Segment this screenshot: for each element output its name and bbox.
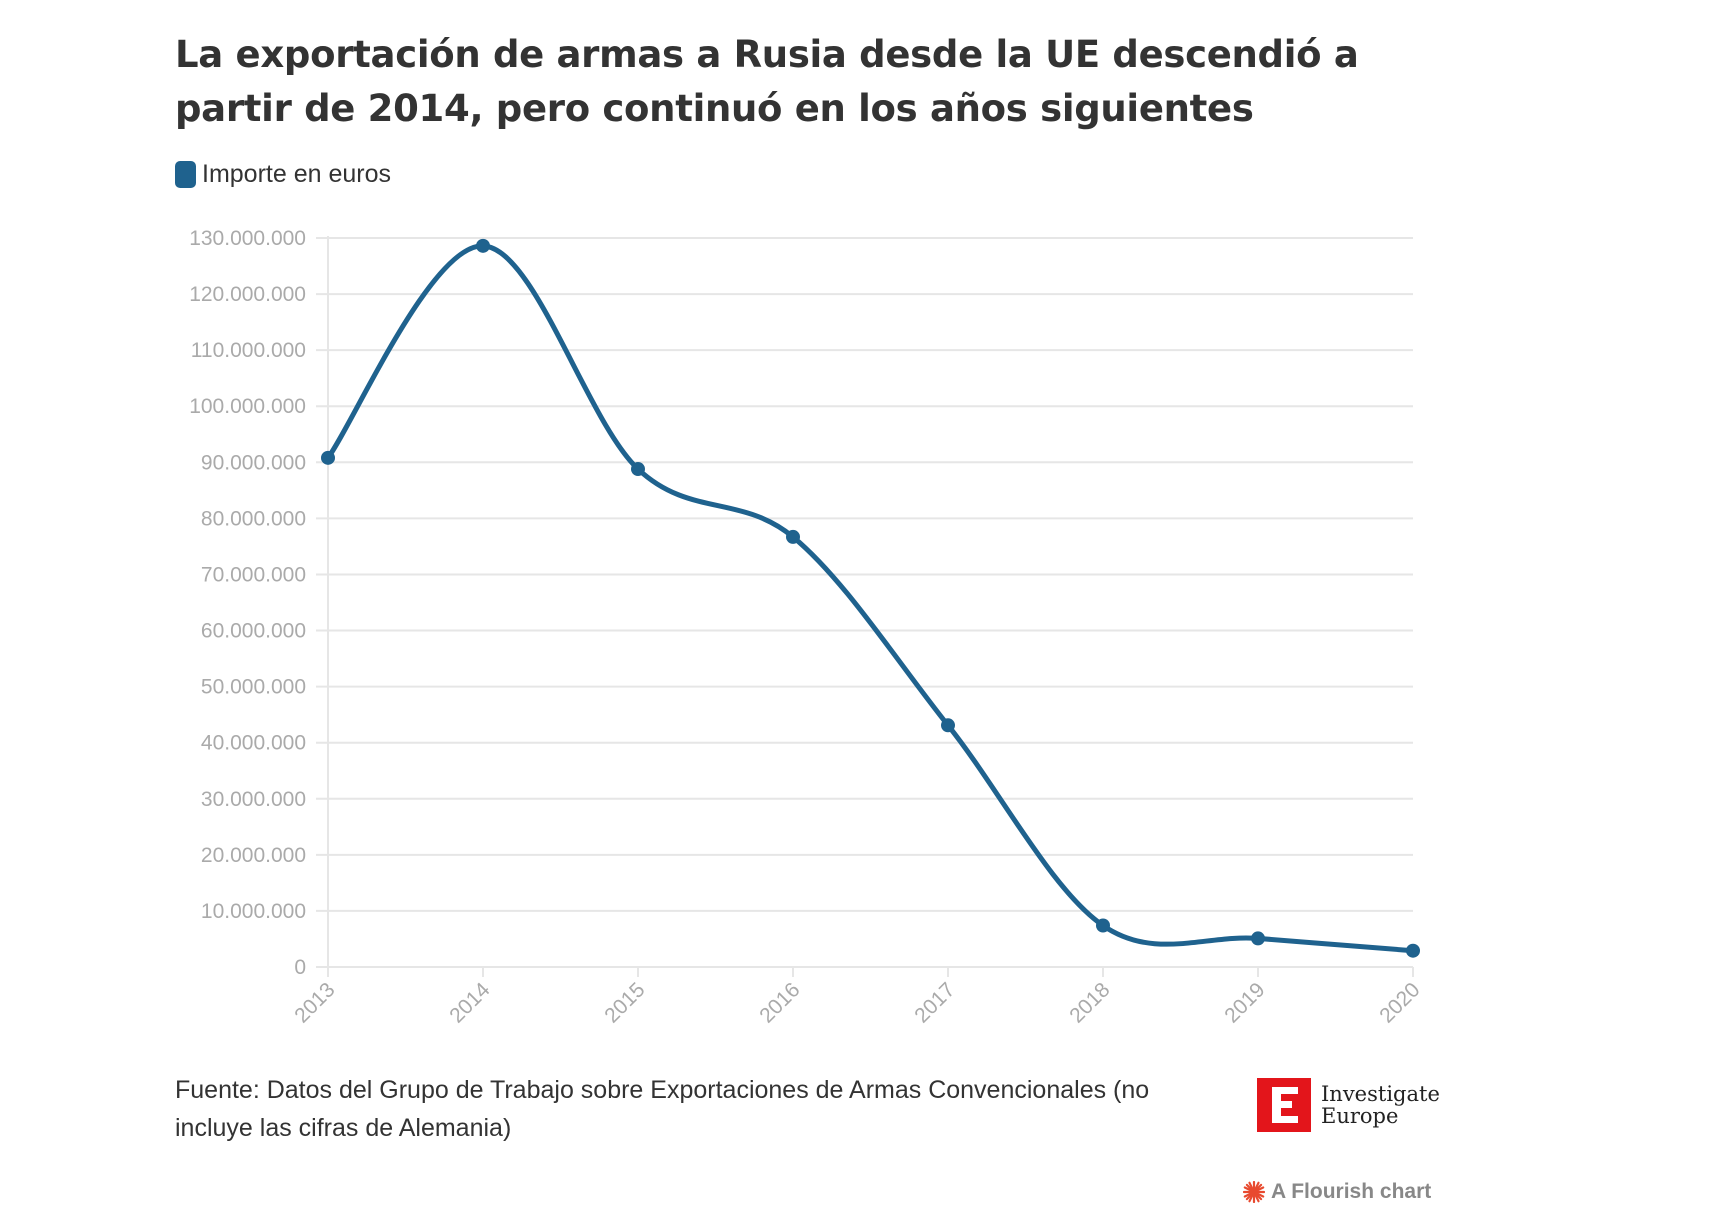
x-tick-label: 2019 bbox=[1220, 978, 1269, 1027]
y-tick-label: 60.000.000 bbox=[201, 620, 306, 643]
y-axis-tick-labels: 0 10.000.000 20.000.000 30.000.000 40.000.00… bbox=[189, 227, 306, 979]
data-point[interactable] bbox=[786, 529, 800, 544]
x-tick-label: 2017 bbox=[910, 978, 959, 1027]
x-tick-label: 2013 bbox=[290, 978, 339, 1027]
flourish-burst-icon bbox=[1243, 1181, 1265, 1203]
investigate-europe-logo[interactable]: Investigate Europe bbox=[1257, 1078, 1440, 1132]
y-tick-label: 110.000.000 bbox=[191, 339, 306, 362]
y-tick-label: 130.000.000 bbox=[189, 227, 306, 250]
logo-e-icon bbox=[1257, 1078, 1311, 1132]
y-tick-label: 100.000.000 bbox=[189, 395, 306, 418]
logo-text-line2: Europe bbox=[1321, 1104, 1399, 1128]
y-tick-label: 50.000.000 bbox=[201, 676, 306, 699]
data-point[interactable] bbox=[476, 238, 490, 253]
y-tick-label: 70.000.000 bbox=[201, 563, 306, 586]
y-tick-label: 0 bbox=[294, 956, 306, 979]
line-chart: 0 10.000.000 20.000.000 30.000.000 40.000.00… bbox=[189, 227, 1425, 1028]
chart-title: La exportación de armas a Rusia desde la… bbox=[175, 33, 1359, 130]
data-point[interactable] bbox=[941, 718, 955, 733]
x-tick-label: 2014 bbox=[445, 978, 495, 1028]
y-tick-label: 120.000.000 bbox=[189, 283, 306, 306]
logo-text-line1: Investigate bbox=[1321, 1082, 1440, 1106]
series-importe bbox=[321, 238, 1420, 958]
y-tick-label: 20.000.000 bbox=[201, 844, 306, 867]
y-tick-label: 90.000.000 bbox=[201, 451, 306, 474]
data-point[interactable] bbox=[321, 450, 335, 465]
data-point[interactable] bbox=[1251, 931, 1265, 946]
flourish-credit-label: A Flourish chart bbox=[1271, 1180, 1432, 1203]
data-point[interactable] bbox=[1406, 943, 1420, 958]
source-note: Fuente: Datos del Grupo de Trabajo sobre… bbox=[175, 1076, 1150, 1142]
flourish-credit-link[interactable]: A Flourish chart bbox=[1243, 1180, 1431, 1204]
gridlines bbox=[316, 237, 1413, 968]
y-tick-label: 30.000.000 bbox=[201, 788, 306, 811]
legend-label: Importe en euros bbox=[202, 160, 391, 188]
x-tick-label: 2020 bbox=[1375, 978, 1424, 1027]
y-tick-label: 10.000.000 bbox=[201, 900, 306, 923]
y-tick-label: 80.000.000 bbox=[201, 507, 306, 530]
data-point[interactable] bbox=[631, 462, 645, 477]
x-axis: 2013 2014 2015 2016 2017 2018 2019 2020 bbox=[290, 236, 1425, 1028]
x-tick-label: 2016 bbox=[755, 978, 804, 1027]
legend-swatch bbox=[175, 161, 196, 188]
x-tick-label: 2018 bbox=[1065, 978, 1114, 1027]
legend[interactable]: Importe en euros bbox=[175, 160, 391, 189]
series-line bbox=[325, 243, 1416, 954]
y-tick-label: 40.000.000 bbox=[201, 732, 306, 755]
x-tick-label: 2015 bbox=[600, 978, 649, 1027]
data-point[interactable] bbox=[1096, 918, 1110, 933]
